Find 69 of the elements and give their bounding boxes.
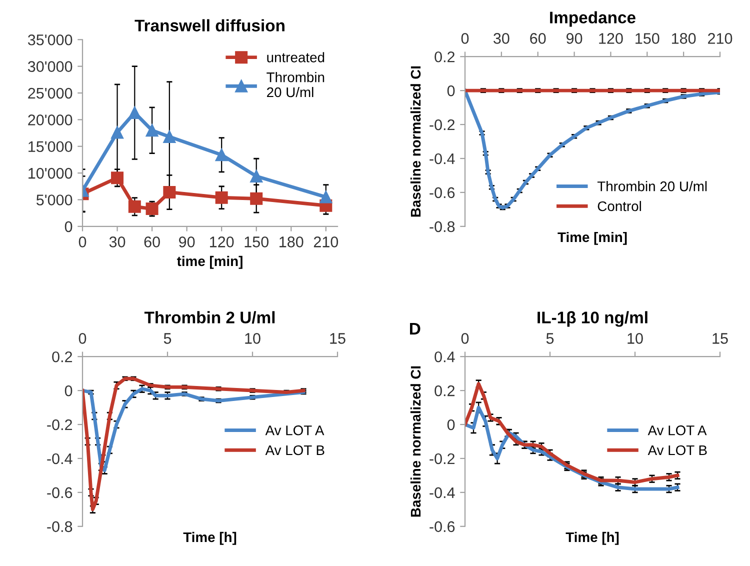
y-axis-title: Baseline normalized CI <box>410 366 421 517</box>
y-tick-label: 0.2 <box>52 351 72 362</box>
x-tick-label: 15 <box>712 333 728 344</box>
chart-title: Transwell diffusion <box>134 19 284 32</box>
y-tick-label: -0.4 <box>47 453 72 464</box>
x-tick-label: 0 <box>78 333 86 344</box>
x-tick-label: 0 <box>78 236 86 248</box>
x-tick-label: 150 <box>636 33 660 44</box>
legend-label: untreated <box>267 52 324 62</box>
x-tick-label: 60 <box>530 33 546 44</box>
chart-title: Thrombin 2 U/ml <box>144 311 275 324</box>
y-tick-label: 10'000 <box>28 168 72 179</box>
x-tick-label: 90 <box>179 236 195 248</box>
y-tick-label: -0.2 <box>47 419 72 430</box>
y-tick-label: 0 <box>447 419 455 430</box>
x-tick-label: 180 <box>672 33 696 44</box>
x-tick-label: 10 <box>628 333 643 344</box>
y-tick-label: -0.2 <box>430 119 455 130</box>
y-tick-label: 0.2 <box>434 385 455 396</box>
x-tick-label: 120 <box>210 236 234 248</box>
y-tick-label: 20'000 <box>28 114 72 126</box>
x-tick-label: 60 <box>144 236 160 248</box>
chart-title: IL-1β 10 ng/ml <box>538 311 648 327</box>
y-tick-label: 0 <box>64 385 72 396</box>
x-tick-label: 5 <box>164 333 172 344</box>
legend-label: Av LOT A <box>648 425 707 436</box>
x-axis-title: Time [min] <box>558 232 627 245</box>
y-tick-label: 0.2 <box>434 51 455 62</box>
legend-label: Control <box>598 200 641 212</box>
x-tick-label: 120 <box>599 33 623 44</box>
legend-label: Thrombin 20 U/ml <box>597 181 707 192</box>
x-tick-label: 180 <box>280 236 304 248</box>
x-tick-label: 90 <box>566 33 582 44</box>
x-axis-title: Time [h] <box>566 532 619 545</box>
x-tick-label: 150 <box>244 236 269 248</box>
y-tick-label: -0.6 <box>430 187 455 198</box>
x-tick-label: 0 <box>461 33 469 44</box>
legend-label: Av LOT A <box>265 425 324 436</box>
x-tick-label: 210 <box>314 236 338 248</box>
chart-title: Impedance <box>550 11 636 27</box>
y-tick-label: 25'000 <box>28 88 72 99</box>
y-tick-label: -0.6 <box>47 487 72 498</box>
x-tick-label: 30 <box>109 236 126 248</box>
legend-label: Thrombin 20 U/ml <box>266 72 324 98</box>
x-tick-label: 30 <box>494 33 510 44</box>
x-tick-label: 210 <box>708 33 732 44</box>
y-tick-label: -0.4 <box>430 153 455 164</box>
y-tick-label: 0 <box>447 85 455 96</box>
text: D <box>410 323 420 335</box>
x-axis-title: Time [h] <box>183 532 236 545</box>
y-tick-label: -0.8 <box>430 221 455 232</box>
y-tick-label: -0.4 <box>430 487 455 498</box>
x-tick-label: 0 <box>461 333 469 344</box>
legend-label: Av LOT B <box>265 445 324 456</box>
y-tick-label: -0.2 <box>430 453 455 464</box>
x-tick-label: 10 <box>245 333 260 344</box>
x-tick-label: 5 <box>546 333 554 344</box>
y-tick-label: 35'000 <box>28 34 72 46</box>
x-tick-label: 15 <box>330 333 346 344</box>
y-tick-label: -0.8 <box>47 521 72 532</box>
y-tick-label: 5'000 <box>36 194 72 206</box>
y-tick-label: 15'000 <box>28 141 72 152</box>
x-axis-title: time [min] <box>176 256 242 269</box>
y-tick-label: -0.6 <box>430 521 455 532</box>
y-tick-label: 0.4 <box>434 351 455 362</box>
legend-label: Av LOT B <box>648 445 707 456</box>
y-tick-label: 0 <box>64 221 72 232</box>
y-tick-label: 30'000 <box>28 61 72 72</box>
y-axis-title: Baseline normalized CI <box>410 66 421 217</box>
